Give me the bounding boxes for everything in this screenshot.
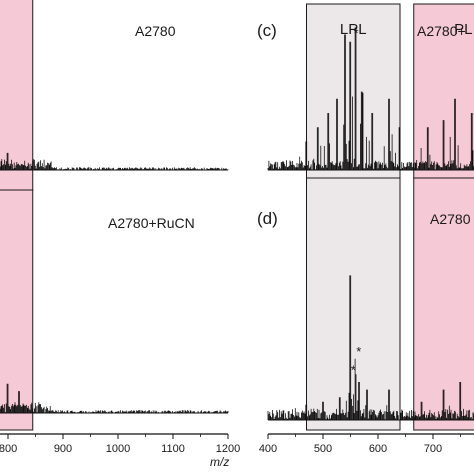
sample-label: A2780+ [417, 23, 466, 39]
region-label-pl: PL [454, 21, 472, 38]
peak-asterisk: * [351, 362, 356, 377]
peak-asterisk: * [356, 344, 361, 359]
spectrum-trace [0, 152, 229, 170]
x-tick-label: 500 [314, 443, 332, 455]
region-band-unlabeled [306, 177, 401, 431]
x-tick-label: 1200 [216, 443, 240, 455]
sample-label: A2780 [430, 211, 471, 227]
region-band-pl [0, 0, 34, 191]
x-tick-label: 600 [369, 443, 387, 455]
x-tick-label: 700 [424, 443, 442, 455]
spectrum-trace [0, 383, 229, 413]
x-tick-label: 1000 [106, 443, 130, 455]
x-tick-label: 1100 [161, 443, 185, 455]
x-tick-label: 900 [54, 443, 72, 455]
region-band-pl [413, 177, 474, 431]
region-band-pl [0, 189, 34, 431]
peak-asterisk: * [353, 25, 358, 40]
spectrum-trace [267, 27, 474, 170]
x-tick-label: 400 [259, 443, 277, 455]
panel-label: (d) [257, 209, 278, 228]
sample-label: A2780+RuCN [108, 215, 195, 231]
sample-label: A2780 [135, 23, 176, 39]
panel-label: (c) [257, 21, 277, 40]
x-axis-unit-label: m/z [210, 455, 230, 469]
region-label-lpl: LPL [340, 21, 367, 38]
x-tick-label: 800 [0, 443, 17, 455]
